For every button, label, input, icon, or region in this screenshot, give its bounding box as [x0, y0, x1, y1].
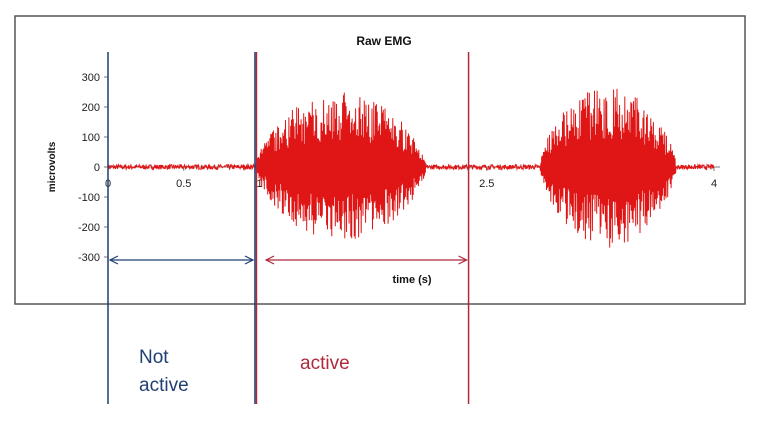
not-active-line-2: active [139, 375, 189, 396]
span-arrow-head-left [264, 255, 275, 265]
y-tick-label: 100 [82, 132, 100, 144]
span-arrow-head-right [458, 255, 468, 265]
x-axis-label: time (s) [392, 274, 431, 286]
y-axis-label: microvolts [47, 141, 58, 192]
y-tick-label: -200 [78, 222, 100, 234]
y-tick-label: 300 [82, 72, 100, 84]
x-tick-label: 4 [711, 178, 717, 190]
chart-title: Raw EMG [356, 34, 411, 48]
x-tick-label: 0.5 [176, 178, 191, 190]
span-arrow-head-left [108, 255, 119, 265]
y-tick-label: 200 [82, 102, 100, 114]
y-tick-label: -100 [78, 192, 100, 204]
phase-spans [108, 255, 468, 265]
active-label: active [300, 353, 350, 374]
y-tick-label: 0 [94, 162, 100, 174]
emg-trace [107, 88, 715, 248]
span-arrow-head-right [244, 255, 255, 265]
x-tick-label: 2.5 [479, 178, 494, 190]
not-active-line-1: Not [139, 347, 169, 368]
not-active-label: Not active [139, 344, 189, 400]
phase-markers [107, 52, 470, 404]
emg-signal [107, 88, 715, 248]
y-tick-label: -300 [78, 252, 100, 264]
x-tick-label: 1 [256, 178, 262, 190]
